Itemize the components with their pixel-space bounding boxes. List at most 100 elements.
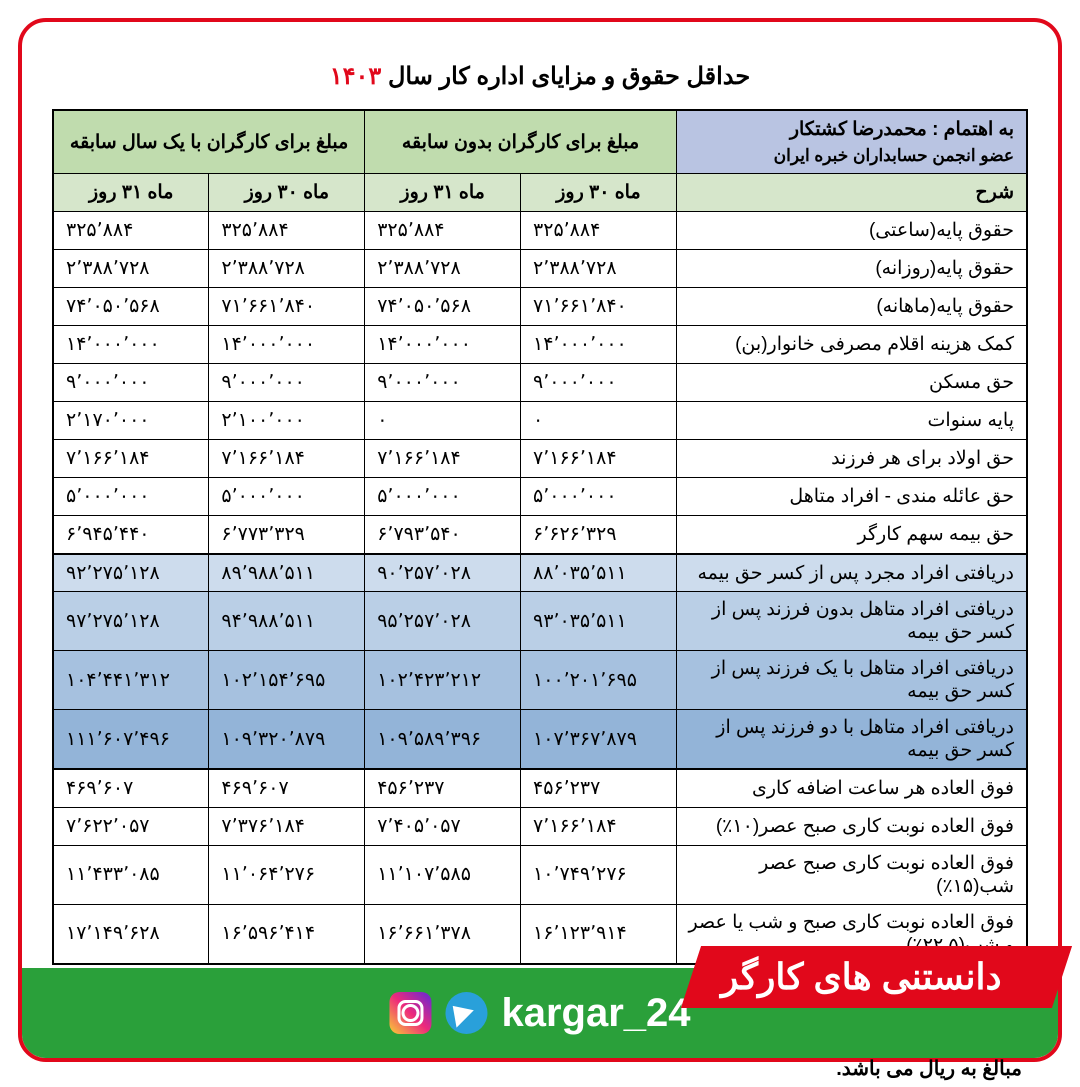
hdr-m31b: ماه ۳۱ روز [53,174,209,212]
row-desc: پایه سنوات [676,402,1027,440]
table-row: دریافتی افراد مجرد پس از کسر حق بیمه۸۸٬۰… [53,554,1027,592]
row-c: ۷۱٬۶۶۱٬۸۴۰ [209,288,365,326]
row-d: ۱۰۴٬۴۴۱٬۳۱۲ [53,651,209,710]
row-a: ۱۴٬۰۰۰٬۰۰۰ [521,326,677,364]
hdr-noexp: مبلغ برای کارگران بدون سابقه [365,110,677,174]
row-c: ۱۰۹٬۳۲۰٬۸۷۹ [209,710,365,770]
frame: حداقل حقوق و مزایای اداره کار سال ۱۴۰۳ ب… [18,18,1062,1062]
hdr-m31a: ماه ۳۱ روز [365,174,521,212]
table-row: حق بیمه سهم کارگر۶٬۶۲۶٬۳۲۹۶٬۷۹۳٬۵۴۰۶٬۷۷۳… [53,516,1027,554]
table-row: حق عائله مندی - افراد متاهل۵٬۰۰۰٬۰۰۰۵٬۰۰… [53,478,1027,516]
row-b: ۱۰۲٬۴۲۳٬۲۱۲ [365,651,521,710]
row-c: ۹٬۰۰۰٬۰۰۰ [209,364,365,402]
row-desc: فوق العاده نوبت کاری صبح عصر(۱۰٪) [676,807,1027,845]
row-desc: دریافتی افراد متاهل بدون فرزند پس از کسر… [676,592,1027,651]
row-d: ۲٬۳۸۸٬۷۲۸ [53,250,209,288]
row-b: ۱۰۹٬۵۸۹٬۳۹۶ [365,710,521,770]
row-desc: کمک هزینه اقلام مصرفی خانوار(بن) [676,326,1027,364]
row-a: ۱۰۰٬۲۰۱٬۶۹۵ [521,651,677,710]
row-b: ۴۵۶٬۲۳۷ [365,769,521,807]
page-title: حداقل حقوق و مزایای اداره کار سال ۱۴۰۳ [52,62,1028,91]
row-a: ۱۶٬۱۲۳٬۹۱۴ [521,904,677,964]
row-c: ۱۶٬۵۹۶٬۴۱۴ [209,904,365,964]
row-desc: حق مسکن [676,364,1027,402]
table-row: فوق العاده هر ساعت اضافه کاری۴۵۶٬۲۳۷۴۵۶٬… [53,769,1027,807]
row-a: ۱۰۷٬۳۶۷٬۸۷۹ [521,710,677,770]
row-c: ۹۴٬۹۸۸٬۵۱۱ [209,592,365,651]
row-a: ۹۳٬۰۳۵٬۵۱۱ [521,592,677,651]
row-a: ۸۸٬۰۳۵٬۵۱۱ [521,554,677,592]
row-a: ۲٬۳۸۸٬۷۲۸ [521,250,677,288]
row-d: ۷۴٬۰۵۰٬۵۶۸ [53,288,209,326]
ribbon-text: دانستنی های کارگر [721,956,1002,998]
table-row: دریافتی افراد متاهل با دو فرزند پس از کس… [53,710,1027,770]
row-desc: فوق العاده هر ساعت اضافه کاری [676,769,1027,807]
row-b: ۱۴٬۰۰۰٬۰۰۰ [365,326,521,364]
row-c: ۱۴٬۰۰۰٬۰۰۰ [209,326,365,364]
hdr-exp: مبلغ برای کارگران با یک سال سابقه [53,110,365,174]
row-a: ۶٬۶۲۶٬۳۲۹ [521,516,677,554]
row-b: ۷۴٬۰۵۰٬۵۶۸ [365,288,521,326]
row-c: ۷٬۱۶۶٬۱۸۴ [209,440,365,478]
row-desc: دریافتی افراد متاهل با یک فرزند پس از کس… [676,651,1027,710]
row-c: ۱۰۲٬۱۵۴٬۶۹۵ [209,651,365,710]
row-b: ۷٬۱۶۶٬۱۸۴ [365,440,521,478]
row-b: ۰ [365,402,521,440]
row-desc: دریافتی افراد مجرد پس از کسر حق بیمه [676,554,1027,592]
row-d: ۹۲٬۲۷۵٬۱۲۸ [53,554,209,592]
row-desc: حقوق پایه(ساعتی) [676,212,1027,250]
row-a: ۵٬۰۰۰٬۰۰۰ [521,478,677,516]
row-c: ۷٬۳۷۶٬۱۸۴ [209,807,365,845]
row-c: ۳۲۵٬۸۸۴ [209,212,365,250]
row-b: ۱۶٬۶۶۱٬۳۷۸ [365,904,521,964]
social-handle[interactable]: kargar_24 [389,991,690,1036]
row-desc: فوق العاده نوبت کاری صبح عصر شب(۱۵٪) [676,845,1027,904]
table-row: فوق العاده نوبت کاری صبح عصر(۱۰٪)۷٬۱۶۶٬۱… [53,807,1027,845]
row-a: ۷٬۱۶۶٬۱۸۴ [521,807,677,845]
row-d: ۷٬۱۶۶٬۱۸۴ [53,440,209,478]
row-d: ۱۱۱٬۶۰۷٬۴۹۶ [53,710,209,770]
row-d: ۱۷٬۱۴۹٬۶۲۸ [53,904,209,964]
row-a: ۳۲۵٬۸۸۴ [521,212,677,250]
row-d: ۷٬۶۲۲٬۰۵۷ [53,807,209,845]
row-b: ۷٬۴۰۵٬۰۵۷ [365,807,521,845]
row-c: ۶٬۷۷۳٬۳۲۹ [209,516,365,554]
hdr-m30a: ماه ۳۰ روز [521,174,677,212]
table-row: حقوق پایه(ساعتی)۳۲۵٬۸۸۴۳۲۵٬۸۸۴۳۲۵٬۸۸۴۳۲۵… [53,212,1027,250]
row-a: ۴۵۶٬۲۳۷ [521,769,677,807]
row-c: ۲٬۳۸۸٬۷۲۸ [209,250,365,288]
row-b: ۲٬۳۸۸٬۷۲۸ [365,250,521,288]
table-row: حق اولاد برای هر فرزند۷٬۱۶۶٬۱۸۴۷٬۱۶۶٬۱۸۴… [53,440,1027,478]
title-year: ۱۴۰۳ [330,63,382,90]
row-d: ۴۶۹٬۶۰۷ [53,769,209,807]
table-row: حق مسکن۹٬۰۰۰٬۰۰۰۹٬۰۰۰٬۰۰۰۹٬۰۰۰٬۰۰۰۹٬۰۰۰٬… [53,364,1027,402]
row-d: ۲٬۱۷۰٬۰۰۰ [53,402,209,440]
row-b: ۹٬۰۰۰٬۰۰۰ [365,364,521,402]
row-a: ۷۱٬۶۶۱٬۸۴۰ [521,288,677,326]
row-d: ۱۴٬۰۰۰٬۰۰۰ [53,326,209,364]
table-row: حقوق پایه(روزانه)۲٬۳۸۸٬۷۲۸۲٬۳۸۸٬۷۲۸۲٬۳۸۸… [53,250,1027,288]
row-d: ۳۲۵٬۸۸۴ [53,212,209,250]
row-a: ۷٬۱۶۶٬۱۸۴ [521,440,677,478]
author-cell: به اهتمام : محمدرضا کشتکارعضو انجمن حساب… [676,110,1027,174]
salary-table: به اهتمام : محمدرضا کشتکارعضو انجمن حساب… [52,109,1028,965]
content: حداقل حقوق و مزایای اداره کار سال ۱۴۰۳ ب… [22,22,1058,1087]
row-desc: حقوق پایه(روزانه) [676,250,1027,288]
row-d: ۹۷٬۲۷۵٬۱۲۸ [53,592,209,651]
row-d: ۵٬۰۰۰٬۰۰۰ [53,478,209,516]
row-b: ۹۰٬۲۵۷٬۰۲۸ [365,554,521,592]
row-b: ۵٬۰۰۰٬۰۰۰ [365,478,521,516]
row-b: ۹۵٬۲۵۷٬۰۲۸ [365,592,521,651]
row-desc: حقوق پایه(ماهانه) [676,288,1027,326]
title-text: حداقل حقوق و مزایای اداره کار سال [381,63,750,90]
row-desc: حق عائله مندی - افراد متاهل [676,478,1027,516]
row-c: ۵٬۰۰۰٬۰۰۰ [209,478,365,516]
row-desc: حق بیمه سهم کارگر [676,516,1027,554]
table-row: دریافتی افراد متاهل با یک فرزند پس از کس… [53,651,1027,710]
handle-text: kargar_24 [501,991,690,1036]
hdr-m30b: ماه ۳۰ روز [209,174,365,212]
row-c: ۴۶۹٬۶۰۷ [209,769,365,807]
row-b: ۶٬۷۹۳٬۵۴۰ [365,516,521,554]
table-row: حقوق پایه(ماهانه)۷۱٬۶۶۱٬۸۴۰۷۴٬۰۵۰٬۵۶۸۷۱٬… [53,288,1027,326]
instagram-icon [389,992,431,1034]
